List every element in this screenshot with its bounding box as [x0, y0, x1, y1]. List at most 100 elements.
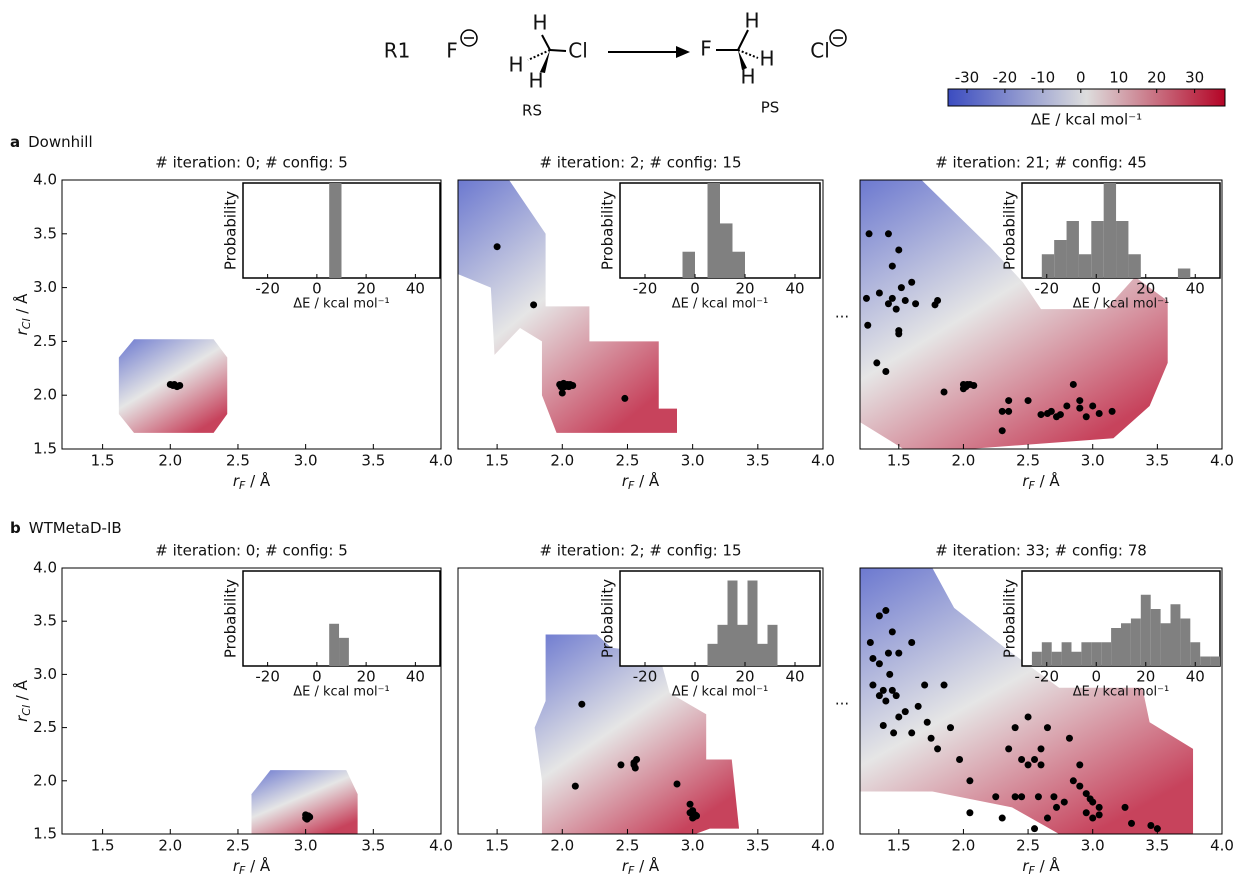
inset-ylabel: Probability — [1001, 579, 1019, 658]
histogram-bar — [717, 624, 728, 666]
point — [1005, 397, 1013, 405]
atom: H — [740, 65, 755, 89]
point — [1005, 745, 1013, 753]
inset-tick-label: 20 — [357, 668, 376, 686]
point — [1037, 761, 1045, 769]
point — [686, 800, 694, 808]
y-tick-label: 1.5 — [33, 825, 57, 843]
histogram-bar — [1190, 642, 1201, 666]
point — [888, 628, 896, 636]
histogram-bar — [1210, 656, 1220, 666]
point — [1037, 411, 1045, 419]
point — [621, 394, 629, 402]
point — [862, 294, 870, 302]
colorbar-tick-label: -30 — [955, 69, 980, 87]
point — [530, 301, 538, 309]
point — [558, 389, 566, 397]
point — [914, 702, 922, 710]
inset-tick-label: 40 — [1186, 280, 1205, 298]
inset-tick-label: 20 — [1136, 280, 1155, 298]
point — [1082, 790, 1090, 798]
atom: H — [744, 9, 759, 33]
ellipsis: ... — [835, 304, 849, 322]
axis-symbol: r — [13, 715, 31, 722]
point — [873, 359, 881, 367]
y-tick-label: 4.0 — [33, 559, 57, 577]
histogram-bar — [1121, 623, 1131, 666]
point — [908, 729, 916, 737]
point — [1063, 402, 1071, 410]
point — [1095, 811, 1103, 819]
point — [1043, 814, 1051, 822]
point — [673, 780, 681, 788]
point — [1024, 713, 1032, 721]
histogram-bar — [1116, 221, 1129, 278]
panel-title: # iteration: 21; # config: 45 — [935, 154, 1147, 172]
point — [901, 297, 909, 305]
axis-subscript: F — [628, 864, 635, 877]
atom: H — [528, 69, 543, 93]
axis-label: rCl / Å — [12, 679, 34, 722]
axis-symbol: r — [622, 472, 629, 490]
point — [630, 759, 638, 767]
point — [892, 692, 900, 700]
point — [866, 638, 874, 646]
histogram-bar — [727, 580, 738, 666]
inset-tick-label: -20 — [633, 668, 658, 686]
x-tick-label: 2.0 — [951, 452, 975, 470]
histogram-bar — [1091, 642, 1102, 666]
charge — [460, 29, 478, 47]
point — [884, 649, 892, 657]
point — [888, 686, 896, 694]
point — [1069, 380, 1077, 388]
energy-surface — [534, 634, 740, 834]
point — [998, 427, 1006, 435]
point — [927, 734, 935, 742]
x-tick-label: 4.0 — [811, 837, 835, 855]
point — [864, 321, 872, 329]
group-name: Downhill — [28, 133, 93, 151]
axis-symbol: r — [13, 328, 31, 335]
point — [970, 382, 978, 390]
plot-frame — [859, 179, 1223, 450]
inset-ylabel: Probability — [1001, 191, 1019, 270]
x-tick-label: 3.0 — [1081, 452, 1105, 470]
histogram-bar — [1091, 221, 1104, 278]
inset-tick-label: -20 — [255, 668, 280, 686]
point — [908, 278, 916, 286]
y-tick-label: 3.0 — [33, 665, 57, 683]
point — [1076, 761, 1084, 769]
inset-ylabel: Probability — [599, 579, 617, 658]
histogram-bar — [767, 624, 778, 666]
point — [940, 388, 948, 396]
point — [1095, 803, 1103, 811]
x-tick-label: 1.5 — [887, 837, 911, 855]
group-label: a Downhill — [10, 133, 93, 151]
atom: H — [759, 47, 774, 71]
axis-label: rF / Å — [622, 471, 660, 493]
point — [1005, 407, 1013, 415]
point — [1011, 724, 1019, 732]
inset-tick-label: 20 — [735, 668, 754, 686]
point — [865, 230, 873, 238]
axis-unit: / Å — [245, 471, 271, 490]
histogram-bar — [1081, 642, 1092, 666]
point — [888, 262, 896, 270]
axis-unit: / Å — [1035, 471, 1061, 490]
bonds — [527, 29, 759, 73]
point — [1089, 798, 1097, 806]
point — [901, 708, 909, 716]
point — [998, 407, 1006, 415]
histogram-bar — [1200, 656, 1211, 666]
point — [176, 382, 184, 390]
histogram-bar — [1061, 642, 1072, 666]
point — [934, 745, 942, 753]
point — [875, 289, 883, 297]
point — [1047, 407, 1055, 415]
x-tick-label: 2.5 — [226, 837, 250, 855]
plot-frame — [457, 179, 824, 450]
point — [1018, 756, 1026, 764]
point — [493, 243, 501, 251]
point — [1121, 803, 1129, 811]
